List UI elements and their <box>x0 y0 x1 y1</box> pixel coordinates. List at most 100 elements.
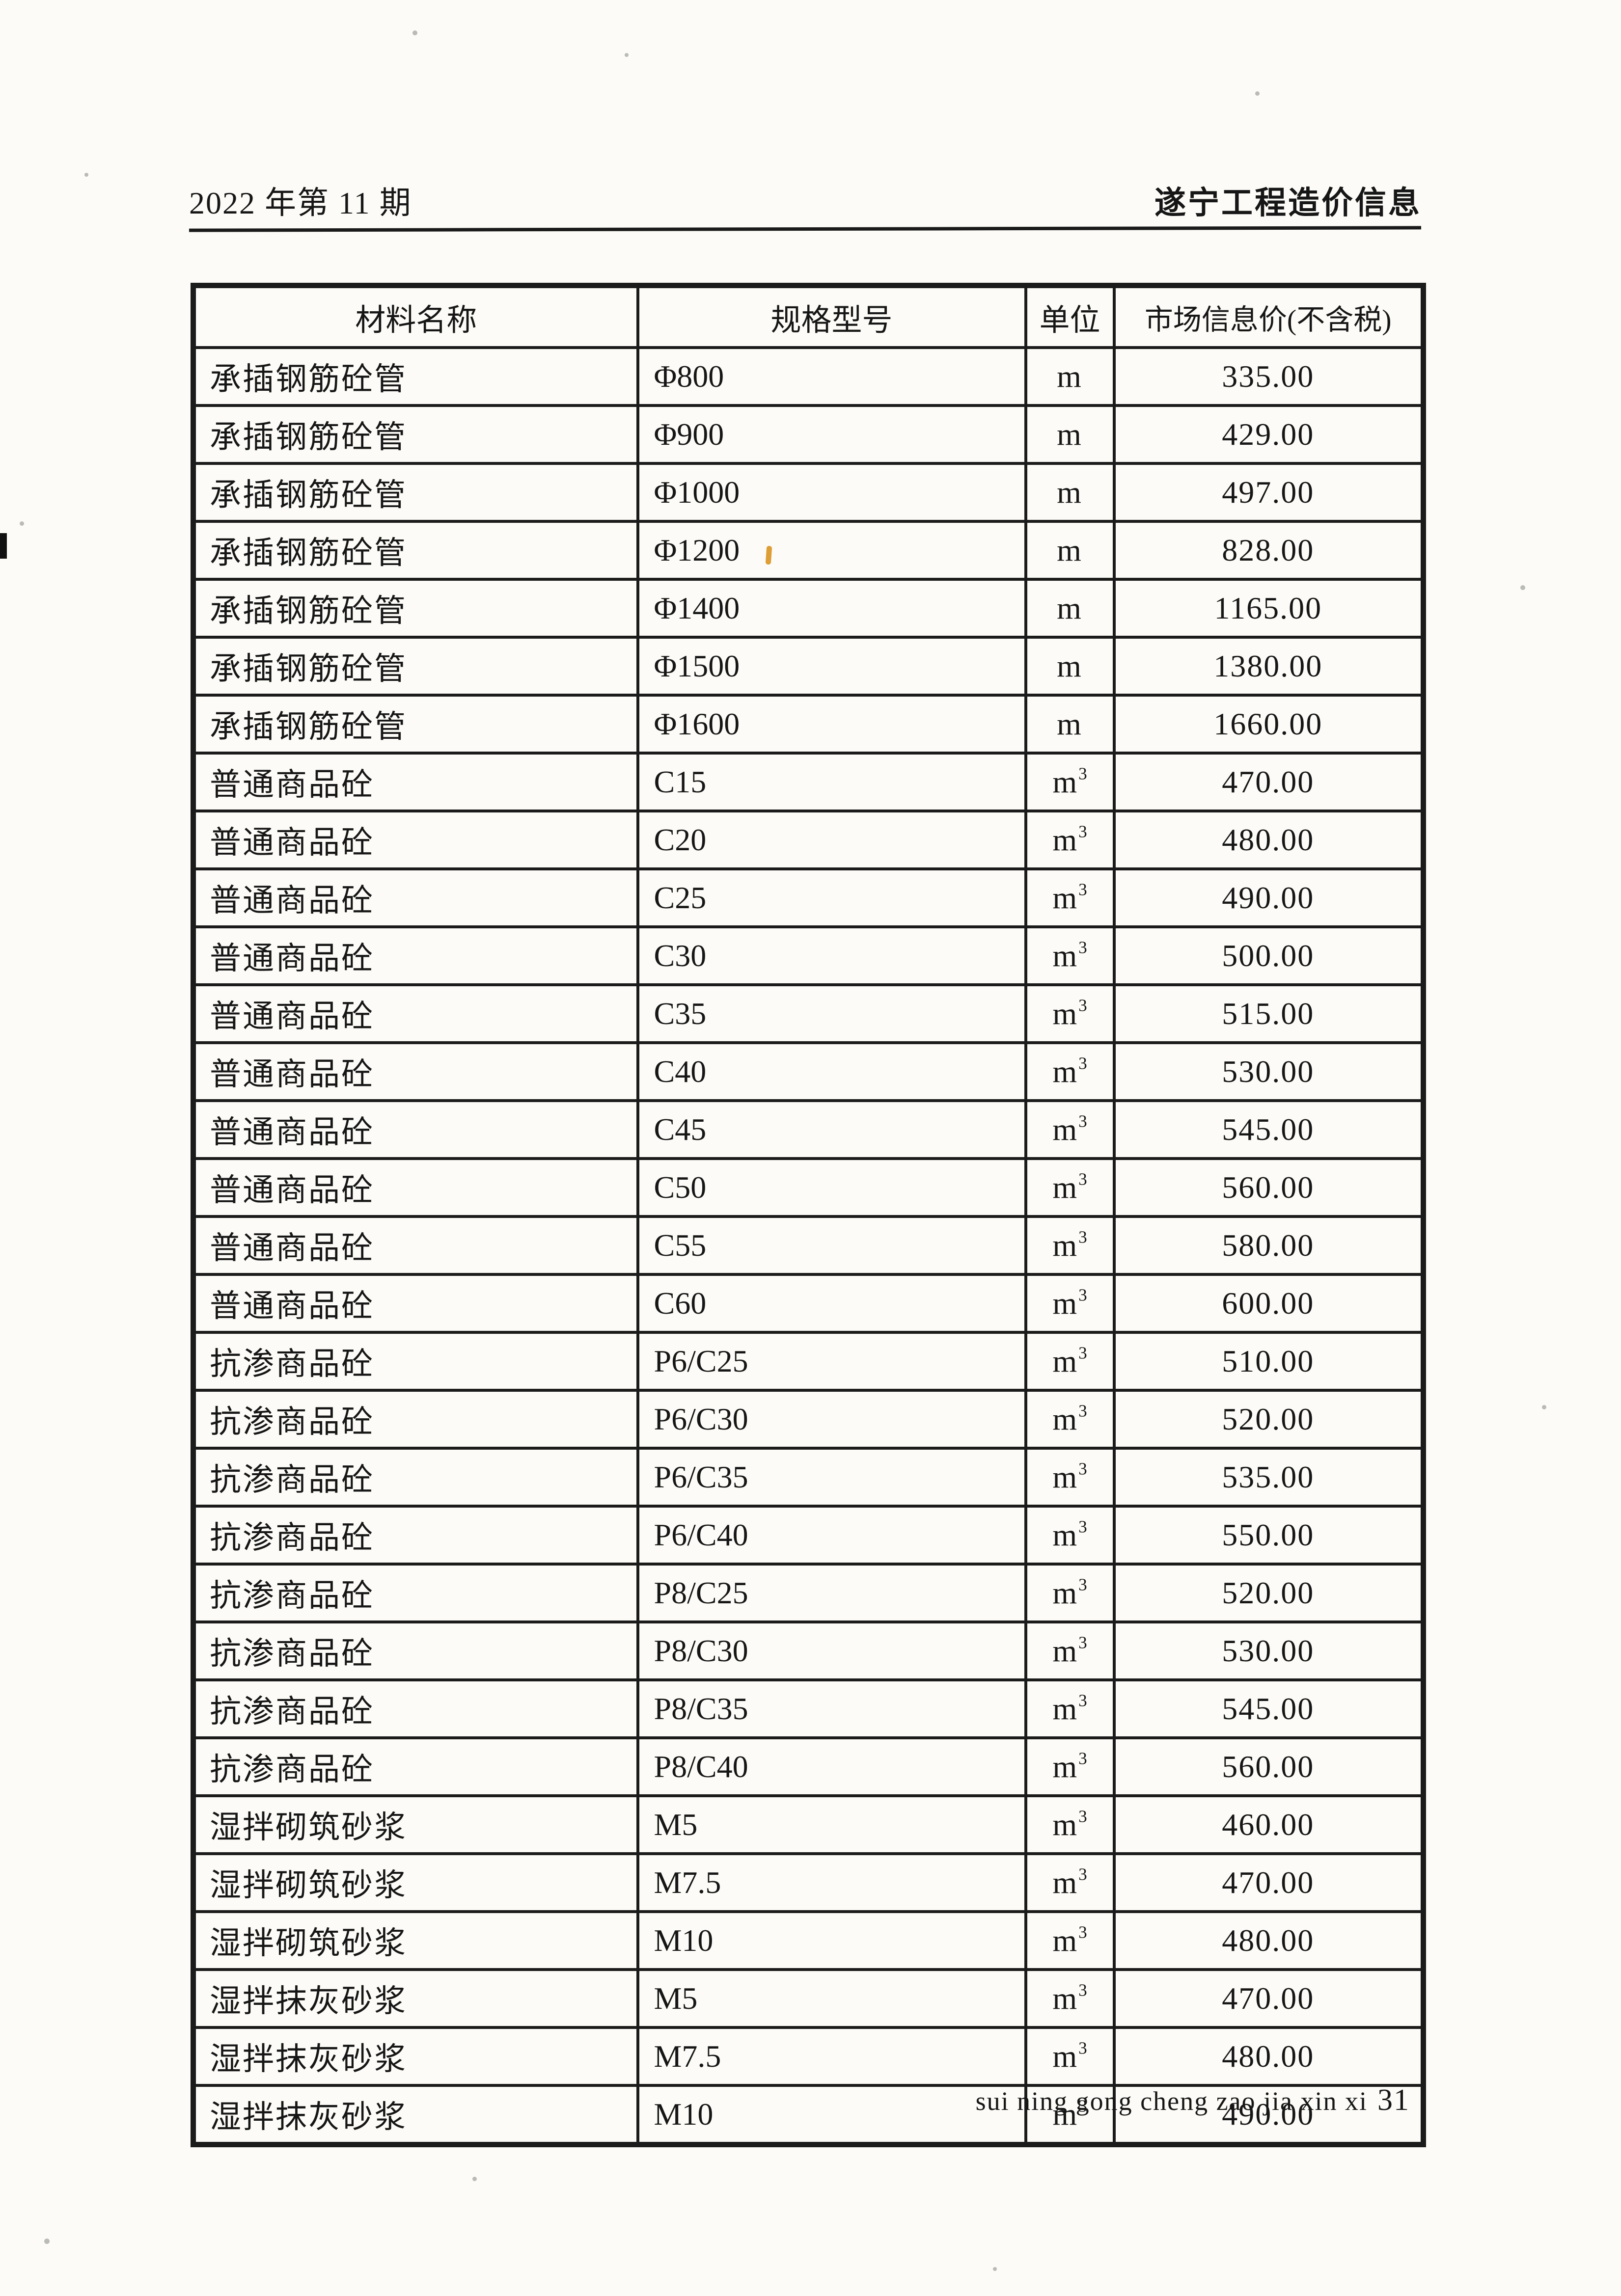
spec-cell: Φ800 <box>636 346 1027 407</box>
unit-base: m <box>1057 359 1081 394</box>
page-header: 2022 年第 11 期 遂宁工程造价信息 <box>189 178 1422 223</box>
unit-exponent: 3 <box>1078 1633 1087 1652</box>
table-row: 普通商品砼 C60 m3 600.00 <box>192 1273 1425 1334</box>
price-cell: 580.00 <box>1112 1215 1425 1276</box>
material-name-cell: 普通商品砼 <box>192 1041 639 1102</box>
unit-base: m <box>1057 533 1081 567</box>
unit-cell: m <box>1024 346 1116 407</box>
unit-cell: m3 <box>1024 810 1116 870</box>
spec-cell: P6/C25 <box>636 1331 1027 1392</box>
spec-cell: M10 <box>636 1910 1027 1971</box>
unit-base: m <box>1052 1228 1077 1263</box>
price-cell: 1380.00 <box>1112 636 1425 697</box>
spec-cell: C35 <box>636 983 1027 1044</box>
price-cell: 530.00 <box>1112 1041 1425 1102</box>
spec-cell: P8/C30 <box>636 1621 1027 1681</box>
price-cell: 1660.00 <box>1112 694 1425 755</box>
page-number: 31 <box>1377 2083 1410 2117</box>
unit-cell: m3 <box>1024 1621 1116 1681</box>
unit-base: m <box>1052 880 1077 915</box>
price-cell: 600.00 <box>1112 1273 1425 1334</box>
material-name-cell: 湿拌抹灰砂浆 <box>192 2084 639 2146</box>
material-name-cell: 普通商品砼 <box>192 1215 639 1276</box>
unit-cell: m3 <box>1024 2026 1116 2087</box>
material-name-cell: 湿拌抹灰砂浆 <box>192 1968 639 2029</box>
unit-cell: m3 <box>1024 1099 1116 1160</box>
unit-cell: m3 <box>1024 1447 1116 1508</box>
unit-exponent: 3 <box>1078 938 1087 957</box>
material-name-cell: 承插钢筋砼管 <box>192 694 639 755</box>
col-header-unit: 单位 <box>1024 284 1116 349</box>
unit-base: m <box>1052 1691 1077 1726</box>
table-row: 抗渗商品砼 P6/C40 m3 550.00 <box>192 1505 1425 1566</box>
material-name-cell: 湿拌砌筑砂浆 <box>192 1910 639 1971</box>
spec-cell: M5 <box>636 1968 1027 2029</box>
spec-cell: Φ1000 <box>636 462 1027 523</box>
unit-cell: m3 <box>1024 1041 1116 1102</box>
table-row: 承插钢筋砼管 Φ900 m 429.00 <box>192 404 1425 465</box>
unit-base: m <box>1052 1459 1077 1494</box>
unit-exponent: 3 <box>1078 1285 1087 1305</box>
table-row: 普通商品砼 C45 m3 545.00 <box>192 1099 1425 1160</box>
unit-cell: m3 <box>1024 1505 1116 1566</box>
spec-cell: C50 <box>636 1157 1027 1218</box>
unit-exponent: 3 <box>1078 1864 1087 1884</box>
table-row: 湿拌抹灰砂浆 M5 m3 470.00 <box>192 1968 1425 2029</box>
table-row: 普通商品砼 C30 m3 500.00 <box>192 925 1425 986</box>
unit-base: m <box>1052 2097 1077 2132</box>
unit-base: m <box>1052 1865 1077 1900</box>
unit-base: m <box>1052 1402 1077 1436</box>
scan-artifact-black-mark <box>0 533 7 559</box>
unit-base: m <box>1057 591 1081 625</box>
spec-cell: C20 <box>636 810 1027 870</box>
spec-cell: M7.5 <box>636 1852 1027 1913</box>
material-name-cell: 承插钢筋砼管 <box>192 462 639 523</box>
price-cell: 510.00 <box>1112 1331 1425 1392</box>
unit-exponent: 3 <box>1078 1922 1087 1942</box>
price-cell: 480.00 <box>1112 810 1425 870</box>
material-name-cell: 普通商品砼 <box>192 810 639 870</box>
spec-cell: C55 <box>636 1215 1027 1276</box>
unit-exponent: 3 <box>1078 996 1087 1015</box>
unit-exponent: 3 <box>1078 1980 1087 2000</box>
unit-cell: m <box>1024 694 1116 755</box>
spec-cell: Φ1600 <box>636 694 1027 755</box>
scan-speck <box>412 30 417 35</box>
unit-cell: m3 <box>1024 1736 1116 1797</box>
unit-base: m <box>1052 1112 1077 1147</box>
table-row: 普通商品砼 C25 m3 490.00 <box>192 867 1425 928</box>
spec-cell: Φ1200 <box>636 520 1027 581</box>
unit-exponent: 3 <box>1078 822 1087 841</box>
unit-cell: m3 <box>1024 1389 1116 1450</box>
table-row: 承插钢筋砼管 Φ1600 m 1660.00 <box>192 694 1425 755</box>
price-cell: 470.00 <box>1112 752 1425 812</box>
unit-base: m <box>1052 1633 1077 1668</box>
spec-cell: C40 <box>636 1041 1027 1102</box>
unit-base: m <box>1052 1981 1077 2016</box>
material-name-cell: 抗渗商品砼 <box>192 1389 639 1450</box>
unit-exponent: 3 <box>1078 1053 1087 1073</box>
material-name-cell: 承插钢筋砼管 <box>192 636 639 697</box>
spec-cell: P6/C35 <box>636 1447 1027 1508</box>
col-header-material-name: 材料名称 <box>192 284 639 349</box>
unit-exponent: 3 <box>1078 2038 1087 2058</box>
material-name-cell: 普通商品砼 <box>192 1273 639 1334</box>
unit-cell: m3 <box>1024 983 1116 1044</box>
unit-cell: m <box>1024 578 1116 639</box>
unit-exponent: 3 <box>1078 1401 1087 1421</box>
material-name-cell: 抗渗商品砼 <box>192 1736 639 1797</box>
unit-cell: m3 <box>1024 867 1116 928</box>
material-name-cell: 抗渗商品砼 <box>192 1678 639 1739</box>
unit-base: m <box>1057 475 1081 510</box>
price-cell: 560.00 <box>1112 1157 1425 1218</box>
spec-cell: C15 <box>636 752 1027 812</box>
unit-cell: m <box>1024 520 1116 581</box>
price-cell: 520.00 <box>1112 1389 1425 1450</box>
unit-base: m <box>1052 996 1077 1031</box>
unit-exponent: 3 <box>1078 1169 1087 1189</box>
price-table: 材料名称 规格型号 单位 市场信息价(不含税) 承插钢筋砼管 Φ800 m 33… <box>191 283 1426 2147</box>
header-rule <box>189 226 1422 232</box>
unit-cell: m <box>1024 636 1116 697</box>
scan-speck <box>472 2177 477 2181</box>
price-cell: 480.00 <box>1112 1910 1425 1971</box>
